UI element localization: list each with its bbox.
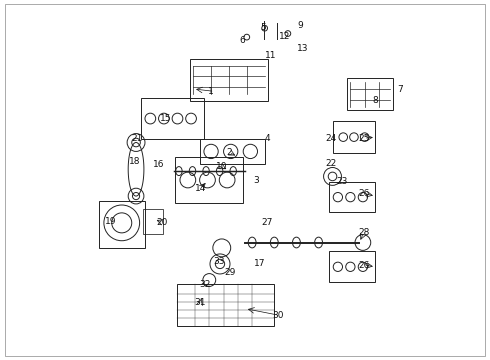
Text: 28: 28 (358, 228, 369, 237)
Text: 31: 31 (195, 298, 206, 307)
Text: 15: 15 (160, 114, 172, 123)
Text: 12: 12 (279, 32, 291, 41)
Text: 7: 7 (397, 85, 403, 94)
Text: 33: 33 (214, 257, 225, 266)
Text: 3: 3 (253, 176, 259, 185)
Text: 4: 4 (264, 134, 270, 143)
Text: 5: 5 (260, 23, 266, 32)
Bar (142, 98, 204, 139)
Text: 22: 22 (326, 159, 337, 168)
Text: 11: 11 (265, 51, 276, 60)
Text: 8: 8 (372, 96, 378, 105)
Text: 32: 32 (199, 280, 211, 289)
Text: 30: 30 (272, 311, 284, 320)
Text: 1: 1 (208, 87, 214, 96)
Text: 18: 18 (128, 157, 140, 166)
Text: 24: 24 (326, 134, 337, 143)
Text: 14: 14 (195, 184, 206, 193)
Text: 23: 23 (337, 176, 348, 185)
Bar (333, 121, 375, 153)
Bar (329, 251, 375, 282)
Text: 17: 17 (254, 259, 266, 268)
Text: 26: 26 (358, 189, 369, 198)
Text: 25: 25 (358, 134, 369, 143)
Text: 27: 27 (262, 218, 273, 227)
Text: 10: 10 (216, 162, 227, 171)
Text: 2: 2 (226, 148, 232, 157)
Text: 20: 20 (156, 218, 168, 227)
Text: 19: 19 (105, 217, 117, 226)
Text: 21: 21 (131, 134, 143, 143)
Text: 9: 9 (297, 21, 303, 30)
Text: 26: 26 (358, 261, 369, 270)
Text: 29: 29 (224, 268, 236, 277)
Text: 16: 16 (153, 160, 164, 169)
Text: 13: 13 (297, 44, 309, 53)
Bar (329, 182, 375, 212)
Text: 6: 6 (240, 36, 245, 45)
